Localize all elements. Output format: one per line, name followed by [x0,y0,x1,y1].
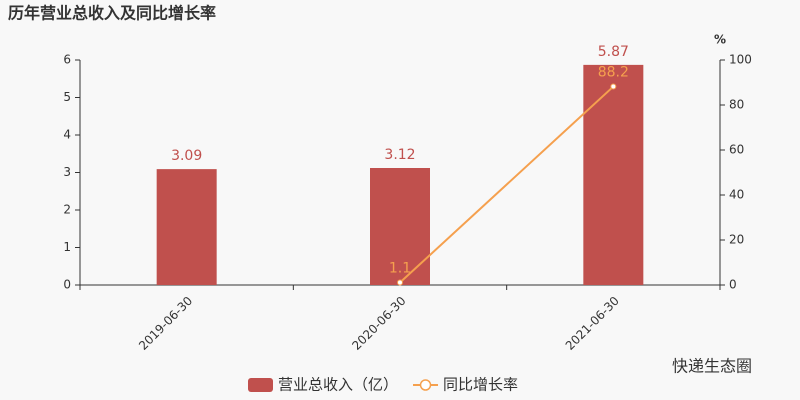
y-tick-label: 4 [63,128,71,142]
bar-value-label: 5.87 [598,44,629,60]
watermark: 快递生态圈 [672,357,752,376]
y-tick-label: 0 [63,278,71,292]
legend-swatch-point [419,379,432,391]
bar [156,169,217,285]
line-point [610,83,617,90]
line-point [397,279,403,286]
legend-swatch [248,378,273,392]
bar [583,64,644,285]
line [399,85,615,284]
y2-tick-label: 100 [729,53,752,67]
y2-tick-label: 80 [729,98,744,112]
bar-value-label: 3.09 [171,148,202,164]
legend-label: 同比增长率 [443,376,518,394]
y-tick-label: 6 [63,53,71,67]
y-tick-label: 1 [63,240,71,254]
chart-title: 历年营业总收入及同比增长率 [8,4,216,23]
y2-tick-label: 0 [729,278,737,292]
y2-tick-label: 60 [729,143,744,157]
bar-value-label: 3.12 [384,147,415,163]
line-value-label: 1.1 [389,261,411,277]
y-tick-label: 3 [63,165,71,179]
y2-tick-label: 20 [729,233,744,247]
line-value-label: 88.2 [598,65,629,81]
legend-label: 营业总收入（亿） [278,376,398,394]
y2-unit: % [714,33,726,47]
y-tick-label: 2 [63,203,71,217]
y-tick-label: 5 [63,90,71,104]
y2-tick-label: 40 [729,188,744,202]
